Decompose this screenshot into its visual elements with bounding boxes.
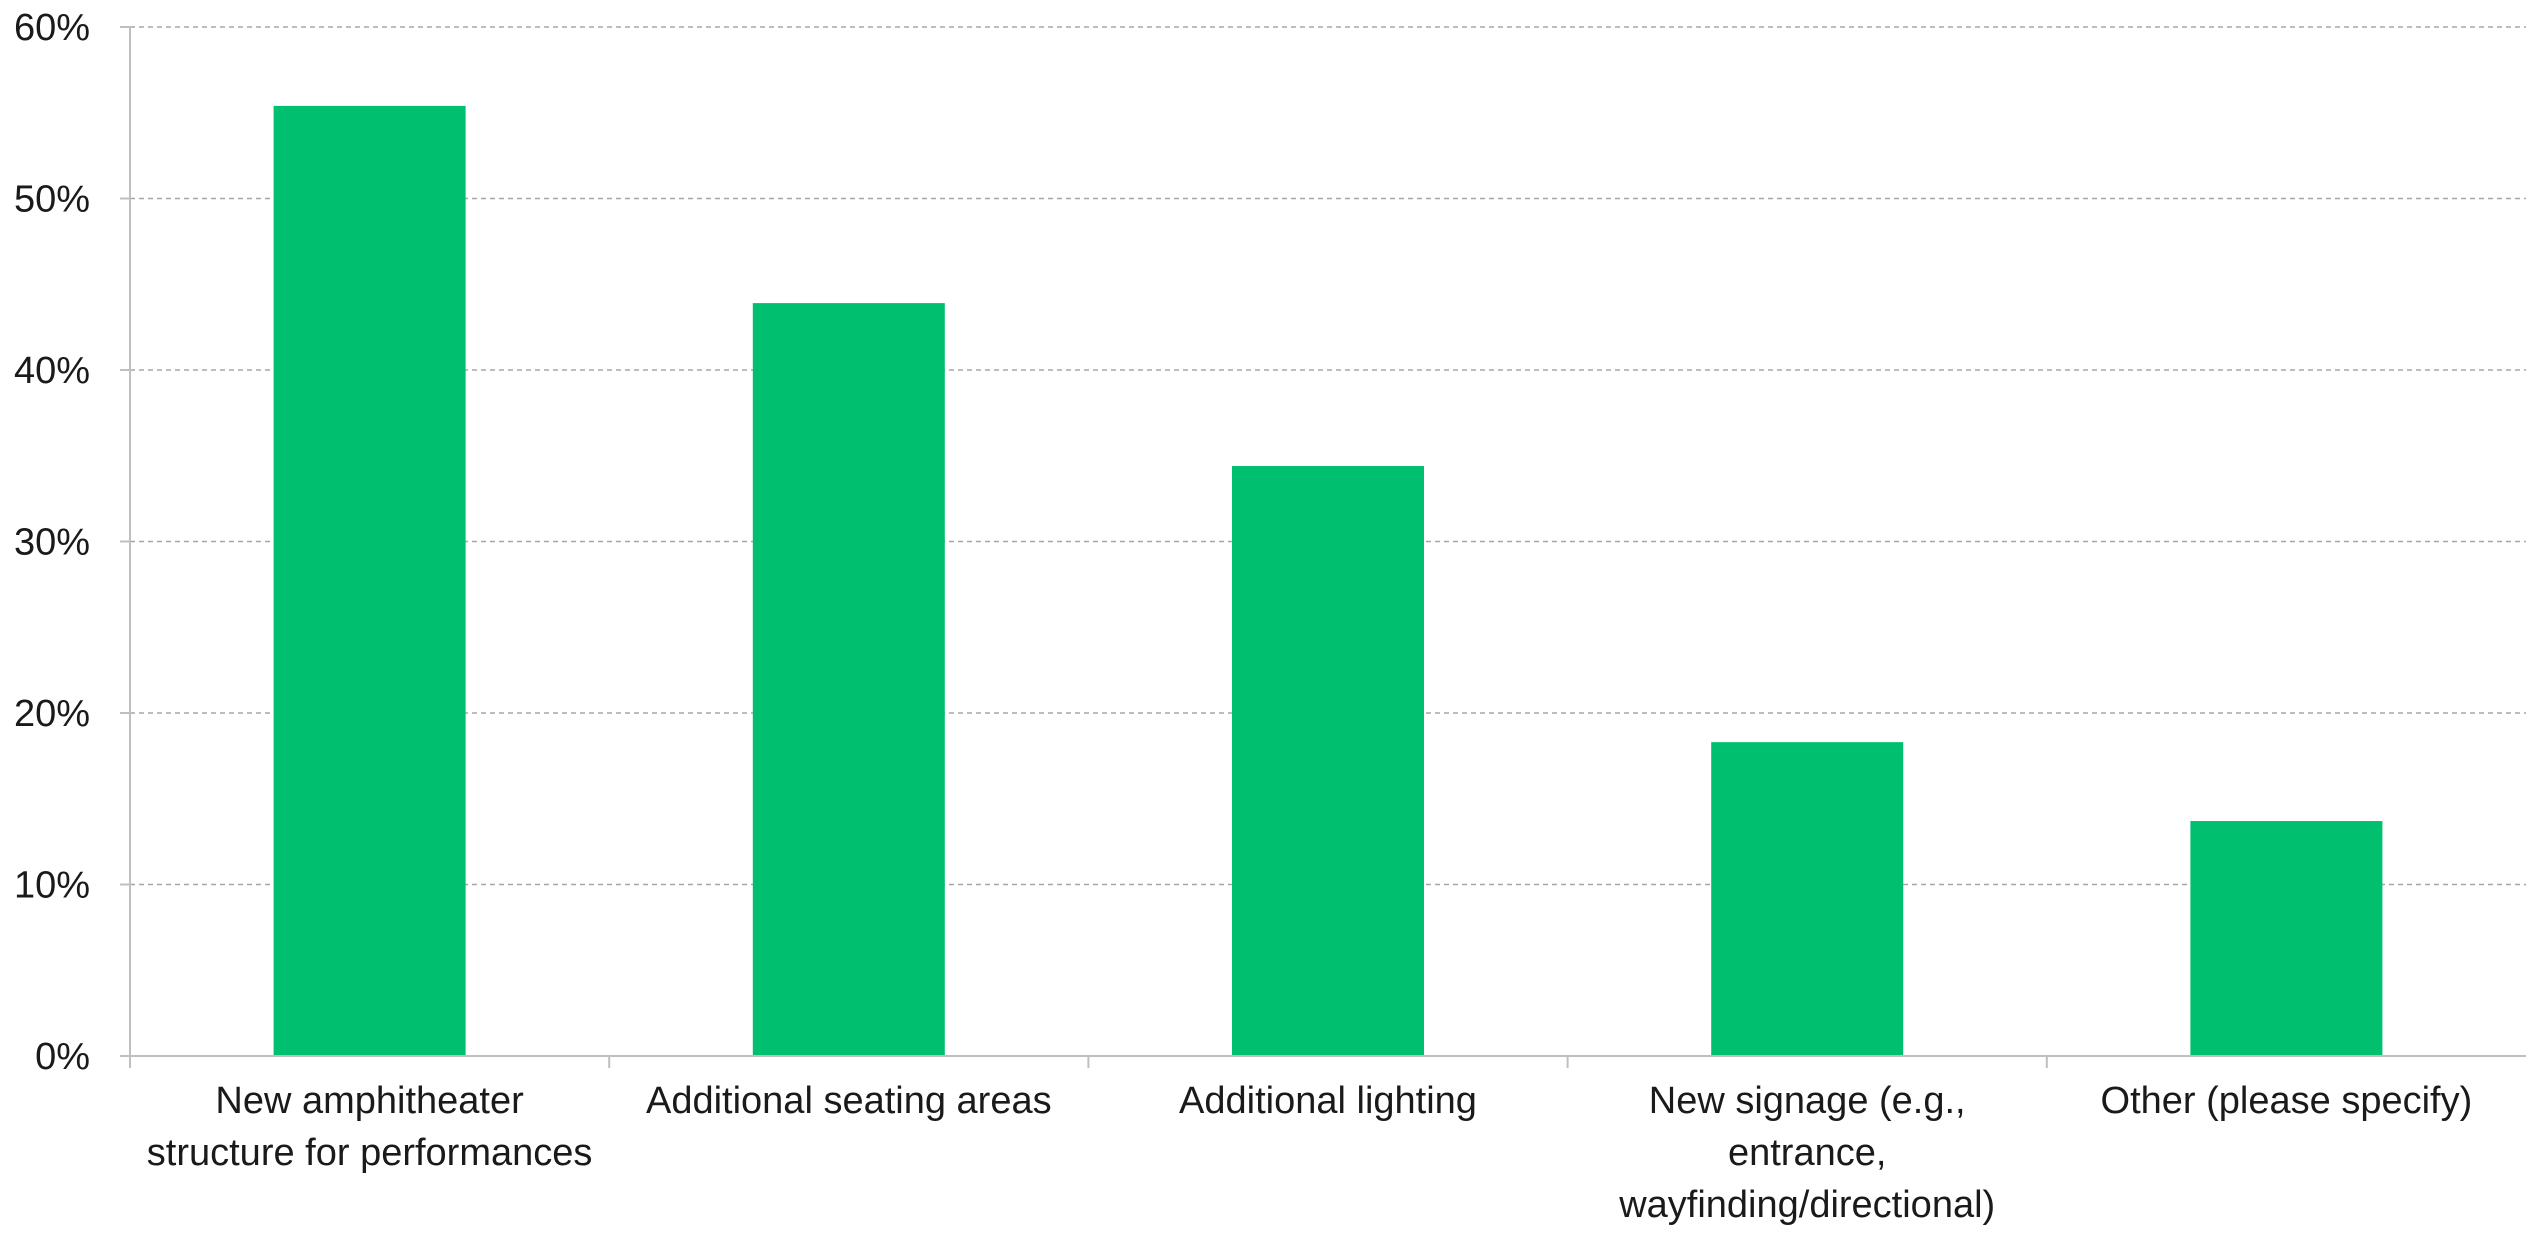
x-category-label-line: entrance, bbox=[1728, 1132, 1886, 1174]
x-category-label-line: Additional lighting bbox=[1179, 1080, 1477, 1122]
bar-1 bbox=[273, 105, 466, 1056]
y-tick-label: 40% bbox=[14, 350, 90, 392]
bar-4 bbox=[1711, 742, 1904, 1056]
y-tick-label: 20% bbox=[14, 693, 90, 735]
x-category-label: Additional seating areas bbox=[646, 1080, 1052, 1122]
x-category-label: Other (please specify) bbox=[2101, 1080, 2473, 1122]
y-tick-label: 30% bbox=[14, 522, 90, 564]
x-category-label-line: structure for performances bbox=[147, 1132, 593, 1174]
x-category-label-line: Additional seating areas bbox=[646, 1080, 1052, 1122]
x-category-label: Additional lighting bbox=[1179, 1080, 1477, 1122]
x-category-label-line: Other (please specify) bbox=[2101, 1080, 2473, 1122]
x-category-label: New signage (e.g., entrance, wayfinding/di… bbox=[1618, 1080, 1995, 1226]
x-category-label-line: New signage (e.g., bbox=[1649, 1080, 1966, 1122]
axes bbox=[120, 26, 2526, 1068]
y-tick-label: 0% bbox=[35, 1036, 90, 1078]
y-tick-labels: 0% 10% 20% 30% 40% 50% 60% bbox=[14, 7, 90, 1078]
bar-2 bbox=[752, 303, 945, 1056]
x-category-label-line: New amphitheater bbox=[215, 1080, 524, 1122]
x-category-label: New amphitheater structure for performanc… bbox=[147, 1080, 593, 1174]
bar-5 bbox=[2190, 821, 2383, 1056]
y-tick-label: 60% bbox=[14, 7, 90, 49]
y-tick-label: 50% bbox=[14, 179, 90, 221]
y-tick-label: 10% bbox=[14, 865, 90, 907]
bars bbox=[273, 105, 2383, 1056]
bar-3 bbox=[1232, 466, 1424, 1056]
x-category-label-line: wayfinding/directional) bbox=[1618, 1184, 1995, 1226]
x-category-labels: New amphitheater structure for performanc… bbox=[147, 1080, 2472, 1226]
